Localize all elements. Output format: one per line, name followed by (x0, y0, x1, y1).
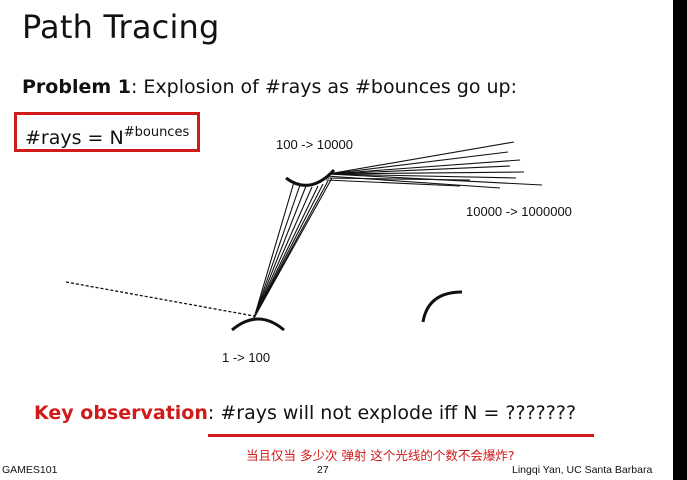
formula-base: #rays = N (25, 127, 124, 149)
key-observation-text: : #rays will not explode iff N = ??????? (207, 402, 577, 424)
footer-course: GAMES101 (2, 464, 58, 476)
ray-bounce-diagram (65, 141, 543, 332)
bounce-rays-second (325, 141, 543, 189)
incoming-ray (65, 281, 255, 317)
key-observation: Key observation: #rays will not explode … (34, 402, 576, 424)
footer-page-number: 27 (317, 464, 329, 476)
key-observation-label: Key observation (34, 402, 208, 424)
problem-label: Problem 1 (22, 76, 131, 98)
slide-title: Path Tracing (22, 8, 220, 46)
far-surface (421, 290, 463, 323)
bottom-surface (231, 317, 285, 332)
problem-statement: Problem 1: Explosion of #rays as #bounce… (22, 76, 517, 98)
ray-count-label-bottom: 1 -> 100 (222, 350, 271, 365)
formula-box: #rays = N#bounces (14, 112, 200, 152)
key-observation-underline (208, 434, 594, 437)
bounce-rays-first (253, 177, 333, 319)
chinese-annotation: 当且仅当 多少次 弹射 这个光线的个数不会爆炸? (246, 448, 515, 463)
ray-count-label-right: 10000 -> 1000000 (466, 204, 572, 219)
problem-text: : Explosion of #rays as #bounces go up: (130, 76, 518, 98)
formula-exponent: #bounces (123, 125, 190, 140)
ray-count-label-top: 100 -> 10000 (276, 137, 353, 152)
slide-edge-bar (673, 0, 687, 480)
footer-author: Lingqi Yan, UC Santa Barbara (512, 464, 653, 476)
